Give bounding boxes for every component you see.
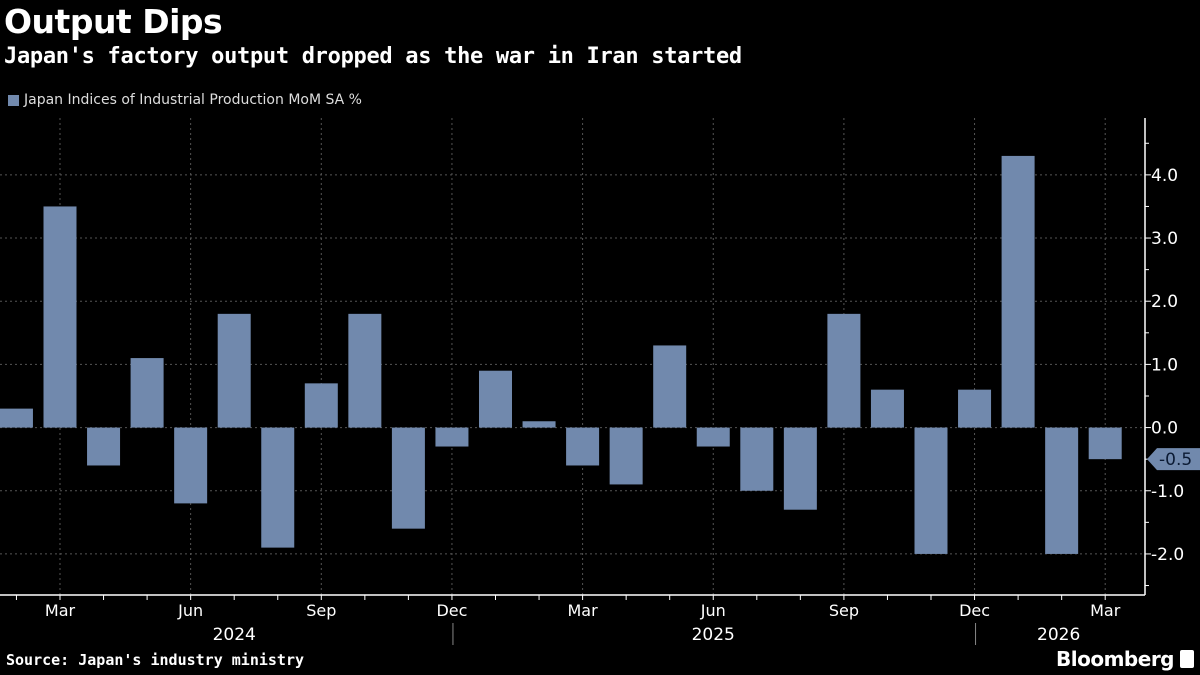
y-tick-label: 3.0 <box>1151 229 1178 249</box>
bar <box>609 427 643 485</box>
year-label: 2026 <box>1037 625 1080 645</box>
bar <box>958 389 992 428</box>
bar <box>522 421 556 428</box>
x-tick-label: Mar <box>1090 601 1121 620</box>
bar <box>653 345 687 428</box>
bar <box>827 313 861 428</box>
last-value-callout <box>1147 448 1200 471</box>
bar <box>435 427 469 447</box>
x-tick-label: Dec <box>436 601 467 620</box>
bar <box>43 206 77 428</box>
y-tick-label: 1.0 <box>1151 355 1178 375</box>
bar <box>783 427 817 510</box>
brand-name: Bloomberg <box>1056 647 1174 671</box>
chart-title: Output Dips <box>4 2 223 41</box>
y-tick-label: 0.0 <box>1151 419 1178 439</box>
bar <box>174 427 208 504</box>
bar <box>87 427 121 466</box>
bar <box>1045 427 1079 554</box>
y-tick-label: -1.0 <box>1151 482 1184 502</box>
y-tick-label: -2.0 <box>1151 545 1184 565</box>
chart-subtitle: Japan's factory output dropped as the wa… <box>4 44 742 69</box>
y-tick-label: 2.0 <box>1151 292 1178 312</box>
bar <box>1001 155 1035 428</box>
year-label: 2024 <box>213 625 256 645</box>
bloomberg-mark-icon <box>1180 650 1194 668</box>
year-label: 2025 <box>692 625 735 645</box>
bar <box>348 313 382 428</box>
x-tick-label: Sep <box>829 601 859 620</box>
legend-label: Japan Indices of Industrial Production M… <box>24 92 362 108</box>
bar <box>566 427 600 466</box>
x-tick-label: Jun <box>700 601 726 620</box>
last-value-label: -0.5 <box>1159 450 1192 470</box>
legend-swatch <box>8 94 19 106</box>
bar <box>1088 427 1122 460</box>
bar <box>914 427 948 554</box>
source-note: Source: Japan's industry ministry <box>6 651 305 669</box>
x-tick-label: Sep <box>306 601 336 620</box>
x-tick-label: Dec <box>959 601 990 620</box>
bar <box>696 427 730 447</box>
bar <box>304 383 338 428</box>
bar <box>130 358 164 428</box>
bar <box>870 389 904 428</box>
bar <box>391 427 425 529</box>
legend: Japan Indices of Industrial Production M… <box>8 92 362 108</box>
bar <box>217 313 251 428</box>
bar <box>740 427 774 491</box>
x-tick-label: Jun <box>177 601 203 620</box>
x-tick-label: Mar <box>568 601 599 620</box>
bloomberg-logo: Bloomberg <box>1056 647 1194 671</box>
bar <box>0 408 33 428</box>
y-tick-label: 4.0 <box>1151 166 1178 186</box>
bar <box>479 370 512 428</box>
x-tick-label: Mar <box>45 601 76 620</box>
bar <box>261 427 295 548</box>
